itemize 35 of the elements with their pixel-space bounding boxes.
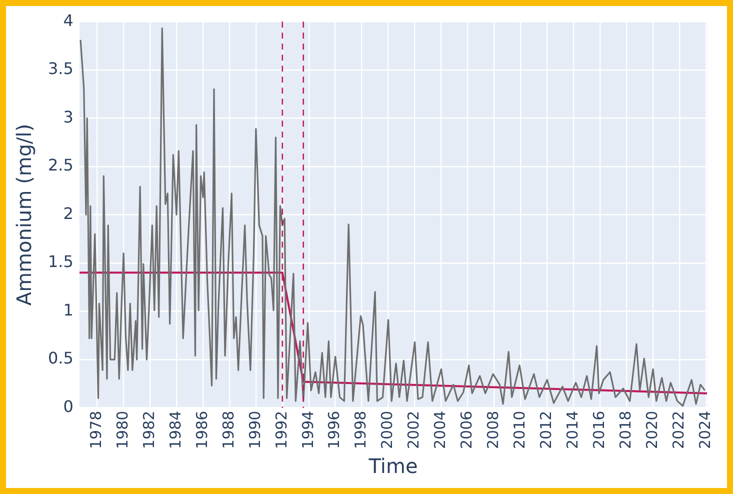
x-tick-label: 2012 bbox=[537, 410, 556, 450]
x-tick-label: 2016 bbox=[590, 410, 608, 450]
x-tick-label: 1982 bbox=[140, 410, 158, 450]
x-tick-label: 1980 bbox=[113, 410, 132, 450]
x-tick-label: 2024 bbox=[696, 410, 714, 450]
x-tick-label: 1978 bbox=[86, 410, 105, 450]
y-tick-label: 1 bbox=[63, 300, 74, 320]
x-tick-label: 2018 bbox=[616, 410, 634, 450]
x-tick-label: 1986 bbox=[192, 410, 211, 450]
x-tick-label: 1984 bbox=[166, 410, 184, 450]
x-tick-label: 2006 bbox=[458, 410, 476, 450]
x-tick-label: 1988 bbox=[219, 410, 238, 450]
y-tick-label: 1.5 bbox=[48, 252, 74, 272]
y-axis-title: Ammonium (mg/l) bbox=[12, 124, 36, 306]
y-tick-label: 3 bbox=[63, 107, 74, 126]
x-tick-label: 2002 bbox=[404, 410, 423, 450]
x-tick-label: 1990 bbox=[246, 410, 264, 450]
y-tick-label: 2.5 bbox=[48, 156, 74, 175]
y-tick-label: 2 bbox=[63, 204, 74, 223]
x-tick-label: 2004 bbox=[431, 410, 450, 450]
y-tick-label: 0 bbox=[63, 396, 74, 416]
x-tick-label: 2020 bbox=[642, 410, 661, 450]
x-tick-label: 1998 bbox=[352, 410, 370, 450]
x-tick-label: 2022 bbox=[669, 410, 688, 450]
x-axis-title: Time bbox=[368, 454, 418, 478]
x-tick-label: 2000 bbox=[378, 410, 396, 450]
x-tick-label: 2008 bbox=[484, 410, 502, 450]
x-tick-label: 1992 bbox=[272, 410, 290, 450]
x-tick-label: 2014 bbox=[564, 410, 582, 450]
x-tick-label: 1994 bbox=[298, 410, 317, 450]
y-tick-label: 0.5 bbox=[48, 348, 74, 368]
x-tick-label: 1996 bbox=[325, 410, 344, 450]
y-tick-label: 4 bbox=[63, 10, 74, 30]
x-tick-label: 2010 bbox=[510, 410, 529, 450]
y-tick-label: 3.5 bbox=[48, 59, 74, 78]
